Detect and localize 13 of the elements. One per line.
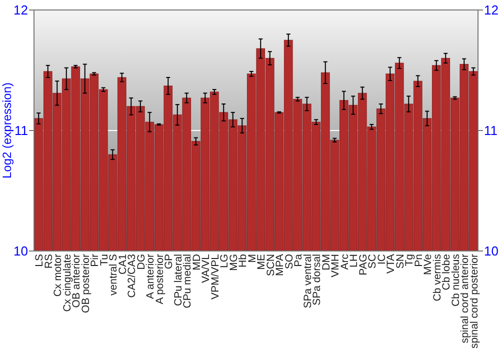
x-tick-label: Tg: [404, 254, 416, 266]
y2-tick-label: 12: [484, 2, 498, 18]
x-tick-label: MVe: [422, 254, 434, 276]
y-tick-label: 12: [14, 2, 28, 18]
y-axis-title: Log2 (expression): [0, 82, 14, 179]
y-tick-label: 10: [14, 244, 28, 259]
x-tick-label: Cx cingulate: [61, 254, 74, 312]
x-tick-label: Pa: [292, 254, 305, 267]
y-tick-label: 11: [14, 123, 28, 138]
y2-tick-label: 10: [484, 244, 498, 259]
x-tick-label: LG: [218, 254, 231, 268]
y2-tick-label: 11: [484, 123, 498, 138]
x-tick-label: GP: [163, 254, 176, 270]
